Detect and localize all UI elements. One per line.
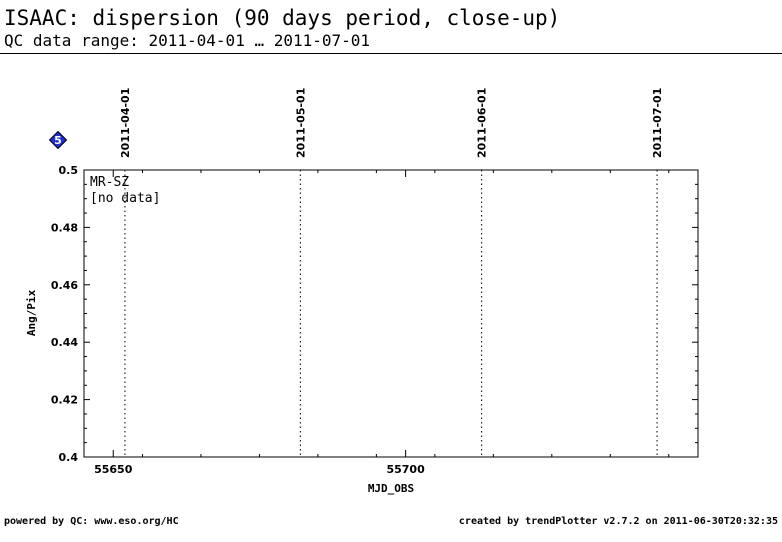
badge-diamond-icon (48, 130, 68, 150)
y-tick-label: 0.42 (51, 394, 78, 407)
y-tick-label: 0.5 (59, 164, 79, 177)
page-subtitle: QC data range: 2011-04-01 … 2011-07-01 (4, 31, 371, 50)
date-marker-label: 2011-05-01 (294, 88, 307, 158)
y-tick-label: 0.4 (59, 451, 79, 464)
series-name-annotation: MR-SZ (90, 175, 129, 190)
y-tick-label: 0.48 (51, 221, 78, 234)
date-marker-label: 2011-06-01 (476, 88, 489, 158)
badge-label: 5 (54, 134, 62, 147)
x-axis: 55650 55700 (83, 170, 670, 476)
date-marker-label: 2011-07-01 (651, 88, 664, 158)
footer-created-by: created by trendPlotter v2.7.2 on 2011-0… (458, 516, 778, 527)
x-axis-label: MJD_OBS (368, 482, 414, 495)
badge: 5 (48, 130, 68, 150)
date-markers: 2011-04-01 2011-05-01 2011-06-01 2011-07-01 (119, 88, 664, 457)
y-axis: 0.4 0.42 0.44 0.46 0.48 0.5 (51, 164, 698, 464)
y-axis-label: Ang/Pix (25, 289, 38, 336)
y-tick-label: 0.46 (51, 279, 78, 292)
no-data-annotation: [no data] (90, 191, 160, 206)
y-tick-label: 0.44 (51, 336, 78, 349)
x-tick-label: 55700 (386, 463, 425, 476)
page-title: ISAAC: dispersion (90 days period, close… (4, 6, 561, 30)
footer-powered-by: powered by QC: www.eso.org/HC (4, 516, 179, 527)
date-marker-label: 2011-04-01 (119, 88, 132, 158)
plot-frame (83, 169, 699, 458)
x-tick-label: 55650 (94, 463, 133, 476)
header-divider (0, 53, 782, 54)
